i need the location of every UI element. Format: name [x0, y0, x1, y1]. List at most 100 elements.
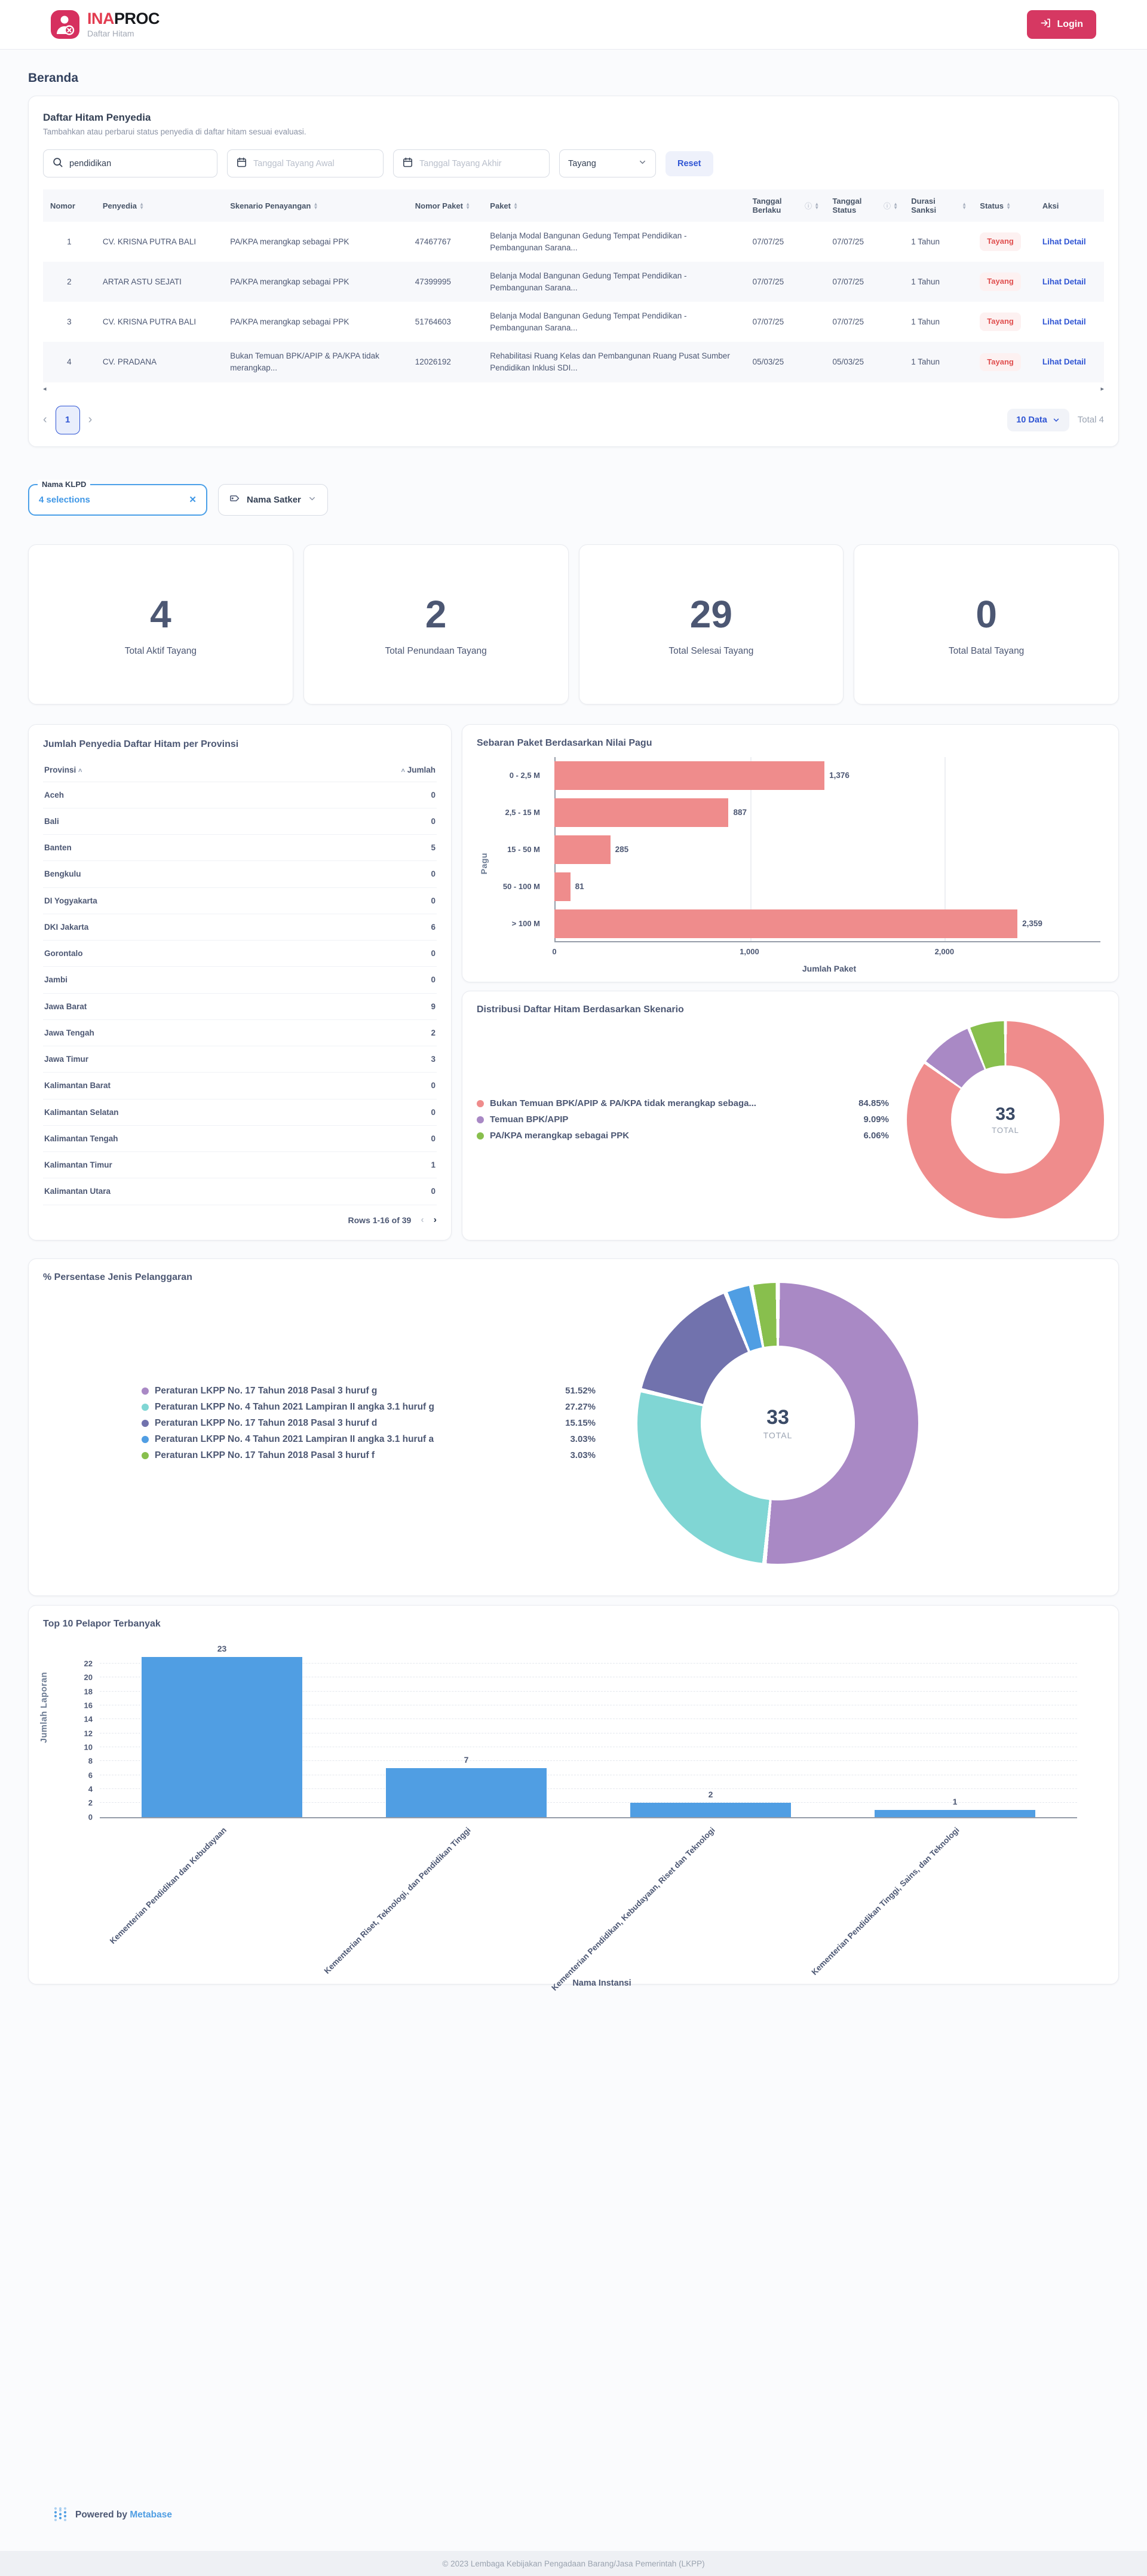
- page-size-select[interactable]: 10 Data: [1007, 408, 1069, 431]
- page-1-button[interactable]: 1: [55, 405, 80, 434]
- prev-page-button[interactable]: ‹: [43, 413, 47, 426]
- top10-bar[interactable]: 23: [141, 1644, 303, 1817]
- top10-y-tick: 2: [88, 1798, 93, 1808]
- dashboard-filters: Nama KLPD 4 selections ✕ Nama Satker: [28, 479, 1119, 516]
- province-column-header[interactable]: Provinsi ˄: [44, 765, 82, 774]
- legend-percent: 6.06%: [863, 1131, 889, 1141]
- legend-item[interactable]: Peraturan LKPP No. 4 Tahun 2021 Lampiran…: [142, 1434, 596, 1445]
- province-row[interactable]: Banten 5: [43, 835, 437, 862]
- legend-item[interactable]: Temuan BPK/APIP 9.09%: [477, 1114, 889, 1125]
- copyright-bar: © 2023 Lembaga Kebijakan Pengadaan Baran…: [0, 2551, 1147, 2576]
- province-row[interactable]: Kalimantan Utara 0: [43, 1178, 437, 1205]
- top10-category: Kementerian Pendidikan dan Kebudayaan: [108, 1825, 229, 1946]
- province-row[interactable]: Kalimantan Barat 0: [43, 1073, 437, 1099]
- column-header[interactable]: Nomor: [43, 189, 96, 222]
- violations-donut-title: % Persentase Jenis Pelanggaran: [43, 1272, 192, 1282]
- legend-item[interactable]: Peraturan LKPP No. 4 Tahun 2021 Lampiran…: [142, 1402, 596, 1413]
- table-scroll-right[interactable]: ▸: [1100, 385, 1104, 393]
- violations-donut-chart[interactable]: 33 TOTAL: [637, 1282, 918, 1564]
- search-input[interactable]: [69, 158, 208, 169]
- province-prev-icon[interactable]: ‹: [421, 1214, 424, 1225]
- powered-by-footer: Powered by Metabase: [53, 2504, 172, 2526]
- pagu-bar[interactable]: [554, 872, 571, 901]
- legend-item[interactable]: Bukan Temuan BPK/APIP & PA/KPA tidak mer…: [477, 1098, 889, 1108]
- legend-item[interactable]: PA/KPA merangkap sebagai PPK 6.06%: [477, 1131, 889, 1141]
- login-button[interactable]: Login: [1027, 10, 1096, 39]
- chevron-down-icon: [638, 158, 647, 170]
- pagu-bar[interactable]: [554, 761, 825, 790]
- column-header[interactable]: Tanggal Berlaku ⓘ ▴ ▾: [745, 189, 826, 222]
- pagu-bar[interactable]: [554, 835, 611, 864]
- province-row[interactable]: Aceh 0: [43, 782, 437, 808]
- sort-icon[interactable]: ▴ ▾: [894, 200, 897, 210]
- sort-icon[interactable]: ▴ ▾: [140, 200, 143, 210]
- lihat-detail-link[interactable]: Lihat Detail: [1042, 237, 1086, 246]
- province-row[interactable]: Gorontalo 0: [43, 941, 437, 967]
- top10-bar[interactable]: 7: [385, 1755, 547, 1817]
- clear-filter-icon[interactable]: ✕: [189, 495, 197, 505]
- lihat-detail-link[interactable]: Lihat Detail: [1042, 357, 1086, 367]
- sort-icon[interactable]: ▴ ▾: [963, 200, 966, 210]
- satker-filter-chip[interactable]: Nama Satker: [218, 483, 328, 516]
- sort-icon[interactable]: ▴ ▾: [467, 200, 470, 210]
- province-row[interactable]: Jawa Tengah 2: [43, 1020, 437, 1046]
- province-row[interactable]: Jawa Barat 9: [43, 994, 437, 1020]
- province-row[interactable]: Kalimantan Selatan 0: [43, 1099, 437, 1126]
- pagu-value-label: 81: [575, 882, 584, 891]
- column-header[interactable]: Nomor Paket ▴ ▾: [407, 189, 483, 222]
- jumlah-column-header[interactable]: ˄ Jumlah: [401, 765, 436, 774]
- column-header[interactable]: Paket ▴ ▾: [483, 189, 746, 222]
- metabase-link[interactable]: Metabase: [130, 2509, 172, 2520]
- sort-icon[interactable]: ▴ ▾: [1007, 200, 1010, 210]
- province-next-icon[interactable]: ›: [433, 1214, 437, 1225]
- sort-icon[interactable]: ▴ ▾: [314, 200, 317, 210]
- legend-label: Bukan Temuan BPK/APIP & PA/KPA tidak mer…: [490, 1098, 756, 1108]
- province-row[interactable]: DI Yogyakarta 0: [43, 888, 437, 914]
- legend-dot: [142, 1387, 149, 1395]
- province-row[interactable]: Jambi 0: [43, 967, 437, 994]
- lihat-detail-link[interactable]: Lihat Detail: [1042, 277, 1086, 286]
- stat-card: 4 Total Aktif Tayang: [28, 544, 293, 705]
- reset-button[interactable]: Reset: [665, 151, 713, 176]
- legend-item[interactable]: Peraturan LKPP No. 17 Tahun 2018 Pasal 3…: [142, 1450, 596, 1461]
- legend-item[interactable]: Peraturan LKPP No. 17 Tahun 2018 Pasal 3…: [142, 1418, 596, 1429]
- tag-icon: [229, 493, 240, 506]
- province-row[interactable]: Kalimantan Tengah 0: [43, 1126, 437, 1152]
- pagu-bar[interactable]: [554, 909, 1018, 938]
- province-row[interactable]: DKI Jakarta 6: [43, 914, 437, 941]
- pagu-bar-chart-card: Sebaran Paket Berdasarkan Nilai Pagu Pag…: [462, 724, 1119, 982]
- column-header[interactable]: Skenario Penayangan ▴ ▾: [223, 189, 408, 222]
- pagu-chart-title: Sebaran Paket Berdasarkan Nilai Pagu: [477, 737, 652, 748]
- date-start-input[interactable]: [253, 158, 375, 169]
- klpd-filter-chip[interactable]: Nama KLPD 4 selections ✕: [28, 479, 207, 516]
- stat-label: Total Penundaan Tayang: [385, 645, 487, 656]
- top10-bar[interactable]: 2: [630, 1790, 792, 1817]
- province-table-header: Provinsi ˄ ˄ Jumlah: [43, 750, 437, 782]
- next-page-button[interactable]: ›: [88, 413, 93, 426]
- lihat-detail-link[interactable]: Lihat Detail: [1042, 317, 1086, 327]
- status-filter-select[interactable]: Tayang: [559, 149, 656, 177]
- rows-range-label: Rows 1-16 of 39: [348, 1215, 412, 1225]
- column-header[interactable]: Tanggal Status ⓘ ▴ ▾: [825, 189, 904, 222]
- status-badge: Tayang: [980, 232, 1021, 251]
- top10-bar[interactable]: 1: [874, 1797, 1036, 1817]
- column-header[interactable]: Aksi: [1035, 189, 1104, 222]
- column-header[interactable]: Status ▴ ▾: [973, 189, 1035, 222]
- sort-icon[interactable]: ▴ ▾: [815, 200, 818, 210]
- column-header[interactable]: Penyedia ▴ ▾: [95, 189, 223, 222]
- province-row[interactable]: Bengkulu 0: [43, 861, 437, 888]
- top10-y-tick: 16: [84, 1701, 93, 1710]
- top10-x-axis-label: Nama Instansi: [572, 1978, 631, 1988]
- province-row[interactable]: Kalimantan Timur 1: [43, 1152, 437, 1179]
- date-end-input[interactable]: [419, 158, 541, 169]
- skenario-donut-chart[interactable]: 33 TOTAL: [907, 1021, 1104, 1218]
- province-row[interactable]: Jawa Timur 3: [43, 1046, 437, 1073]
- sort-icon[interactable]: ▴ ▾: [514, 200, 517, 210]
- legend-item[interactable]: Peraturan LKPP No. 17 Tahun 2018 Pasal 3…: [142, 1386, 596, 1396]
- table-scroll-left[interactable]: ◂: [43, 385, 47, 393]
- province-row[interactable]: Bali 0: [43, 808, 437, 835]
- column-header[interactable]: Durasi Sanksi ▴ ▾: [904, 189, 973, 222]
- top10-y-axis-label: Jumlah Laporan: [39, 1671, 49, 1743]
- top10-gridline: [100, 1663, 1077, 1664]
- pagu-bar[interactable]: [554, 798, 729, 827]
